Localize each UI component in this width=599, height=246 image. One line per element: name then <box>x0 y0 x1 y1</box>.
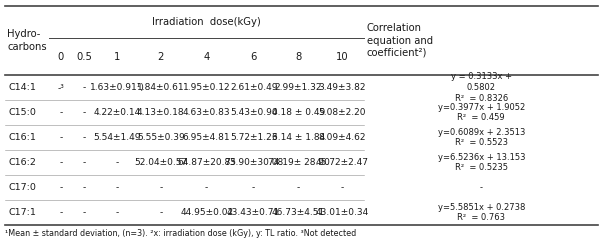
Text: 4.13±0.18: 4.13±0.18 <box>137 108 184 117</box>
Text: 2: 2 <box>158 52 164 62</box>
Text: 44.95±0.02: 44.95±0.02 <box>180 208 233 217</box>
Text: 5.54±1.49: 5.54±1.49 <box>93 133 141 142</box>
Text: -: - <box>159 208 162 217</box>
Text: 64.87±20.85: 64.87±20.85 <box>177 158 236 167</box>
Text: 1.95±0.12: 1.95±0.12 <box>183 83 231 92</box>
Text: 74.19± 28.90: 74.19± 28.90 <box>268 158 329 167</box>
Text: -: - <box>159 183 162 192</box>
Text: 1.63±0.91¹): 1.63±0.91¹) <box>90 83 145 92</box>
Text: 4.22±0.14: 4.22±0.14 <box>94 108 141 117</box>
Text: -: - <box>116 208 119 217</box>
Text: 6: 6 <box>250 52 257 62</box>
Text: 43.01±0.34: 43.01±0.34 <box>316 208 369 217</box>
Text: ¹Mean ± standard deviation, (n=3). ²x: irradiation dose (kGy), y: TL ratio. ³Not: ¹Mean ± standard deviation, (n=3). ²x: i… <box>5 229 356 238</box>
Text: -: - <box>83 208 86 217</box>
Text: Hydro-
carbons: Hydro- carbons <box>7 29 47 52</box>
Text: 43.43±0.71: 43.43±0.71 <box>227 208 280 217</box>
Text: y=5.5851x + 0.2738
R²  = 0.763: y=5.5851x + 0.2738 R² = 0.763 <box>438 203 525 222</box>
Text: -: - <box>116 158 119 167</box>
Text: -: - <box>205 183 208 192</box>
Text: 45.72±2.47: 45.72±2.47 <box>316 158 369 167</box>
Text: C17:0: C17:0 <box>8 183 37 192</box>
Text: 5.43±0.90: 5.43±0.90 <box>230 108 277 117</box>
Text: 10: 10 <box>336 52 349 62</box>
Text: C16:2: C16:2 <box>8 158 37 167</box>
Text: 6.95±4.81: 6.95±4.81 <box>183 133 231 142</box>
Text: 8.09±4.62: 8.09±4.62 <box>319 133 366 142</box>
Text: -: - <box>83 158 86 167</box>
Text: -: - <box>83 133 86 142</box>
Text: -: - <box>116 183 119 192</box>
Text: C14:1: C14:1 <box>8 83 37 92</box>
Text: -: - <box>59 133 62 142</box>
Text: Correlation
equation and
coefficient²): Correlation equation and coefficient²) <box>367 23 432 58</box>
Text: -: - <box>59 183 62 192</box>
Text: 6.14 ± 1.84: 6.14 ± 1.84 <box>272 133 325 142</box>
Text: -: - <box>83 83 86 92</box>
Text: 1.84±0.61: 1.84±0.61 <box>137 83 184 92</box>
Text: C16:1: C16:1 <box>8 133 37 142</box>
Text: y = 0.3133x +
0.5802
R²  = 0.8326: y = 0.3133x + 0.5802 R² = 0.8326 <box>451 72 512 103</box>
Text: -³: -³ <box>58 83 64 92</box>
Text: -: - <box>83 108 86 117</box>
Text: 8: 8 <box>295 52 302 62</box>
Text: y=0.6089x + 2.3513
R²  = 0.5523: y=0.6089x + 2.3513 R² = 0.5523 <box>438 128 525 147</box>
Text: -: - <box>59 108 62 117</box>
Text: 4.63±0.83: 4.63±0.83 <box>183 108 231 117</box>
Text: 2.99±1.32: 2.99±1.32 <box>275 83 322 92</box>
Text: 3.49±3.82: 3.49±3.82 <box>319 83 366 92</box>
Text: 52.04±0.57: 52.04±0.57 <box>134 158 187 167</box>
Text: -: - <box>341 183 344 192</box>
Text: -: - <box>83 183 86 192</box>
Text: y=0.3977x + 1.9052
R²  = 0.459: y=0.3977x + 1.9052 R² = 0.459 <box>438 103 525 123</box>
Text: C15:0: C15:0 <box>8 108 37 117</box>
Text: -: - <box>59 158 62 167</box>
Text: 0: 0 <box>58 52 64 62</box>
Text: C17:1: C17:1 <box>8 208 37 217</box>
Text: 1: 1 <box>114 52 120 62</box>
Text: 5.08±2.20: 5.08±2.20 <box>319 108 366 117</box>
Text: -: - <box>297 183 300 192</box>
Text: 5.55±0.39: 5.55±0.39 <box>137 133 184 142</box>
Text: -: - <box>59 208 62 217</box>
Text: 0.5: 0.5 <box>76 52 92 62</box>
Text: 2.61±0.49: 2.61±0.49 <box>230 83 277 92</box>
Text: 4: 4 <box>204 52 210 62</box>
Text: y=6.5236x + 13.153
R²  = 0.5235: y=6.5236x + 13.153 R² = 0.5235 <box>437 153 525 172</box>
Text: 5.72±1.23: 5.72±1.23 <box>230 133 277 142</box>
Text: Irradiation  dose(kGy): Irradiation dose(kGy) <box>152 17 261 27</box>
Text: 4.18 ± 0.49: 4.18 ± 0.49 <box>272 108 325 117</box>
Text: 46.73±4.51: 46.73±4.51 <box>272 208 325 217</box>
Text: -: - <box>252 183 255 192</box>
Text: 73.90±30.08: 73.90±30.08 <box>224 158 283 167</box>
Text: -: - <box>480 183 483 192</box>
